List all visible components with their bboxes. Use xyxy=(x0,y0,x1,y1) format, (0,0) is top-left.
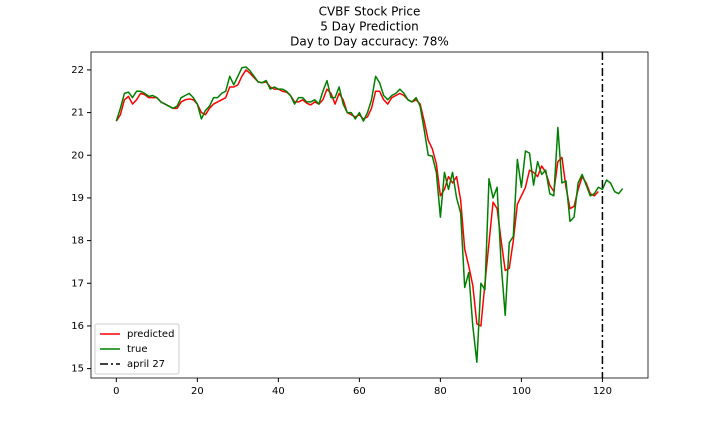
y-tick-label: 21 xyxy=(71,108,84,119)
y-tick-label: 18 xyxy=(71,236,84,247)
x-tick-label: 60 xyxy=(353,386,366,397)
x-tick-label: 120 xyxy=(593,386,612,397)
y-tick-label: 15 xyxy=(71,364,84,375)
legend: predicted true april 27 xyxy=(94,323,180,375)
chart-subtitle: Day to Day accuracy: 78% xyxy=(290,35,449,49)
x-tick-label: 40 xyxy=(272,386,285,397)
x-tick-label: 80 xyxy=(434,386,447,397)
legend-label: true xyxy=(127,344,148,355)
line-series xyxy=(115,69,599,327)
x-tick-label: 20 xyxy=(191,386,204,397)
chart-title: CVBF Stock Price xyxy=(319,5,421,19)
legend-label: april 27 xyxy=(127,359,165,370)
plot-frame xyxy=(90,51,649,379)
x-tick-label: 100 xyxy=(512,386,531,397)
x-tick-label: 0 xyxy=(113,386,119,397)
y-tick-label: 17 xyxy=(71,278,84,289)
y-tick-label: 16 xyxy=(71,321,84,332)
y-tick-label: 22 xyxy=(71,65,84,76)
chart-subtitle: 5 Day Prediction xyxy=(320,20,419,34)
line-series xyxy=(115,66,624,363)
legend-frame xyxy=(94,323,180,375)
y-tick-label: 19 xyxy=(71,193,84,204)
legend-label: predicted xyxy=(127,329,174,340)
y-tick-label: 20 xyxy=(71,150,84,161)
